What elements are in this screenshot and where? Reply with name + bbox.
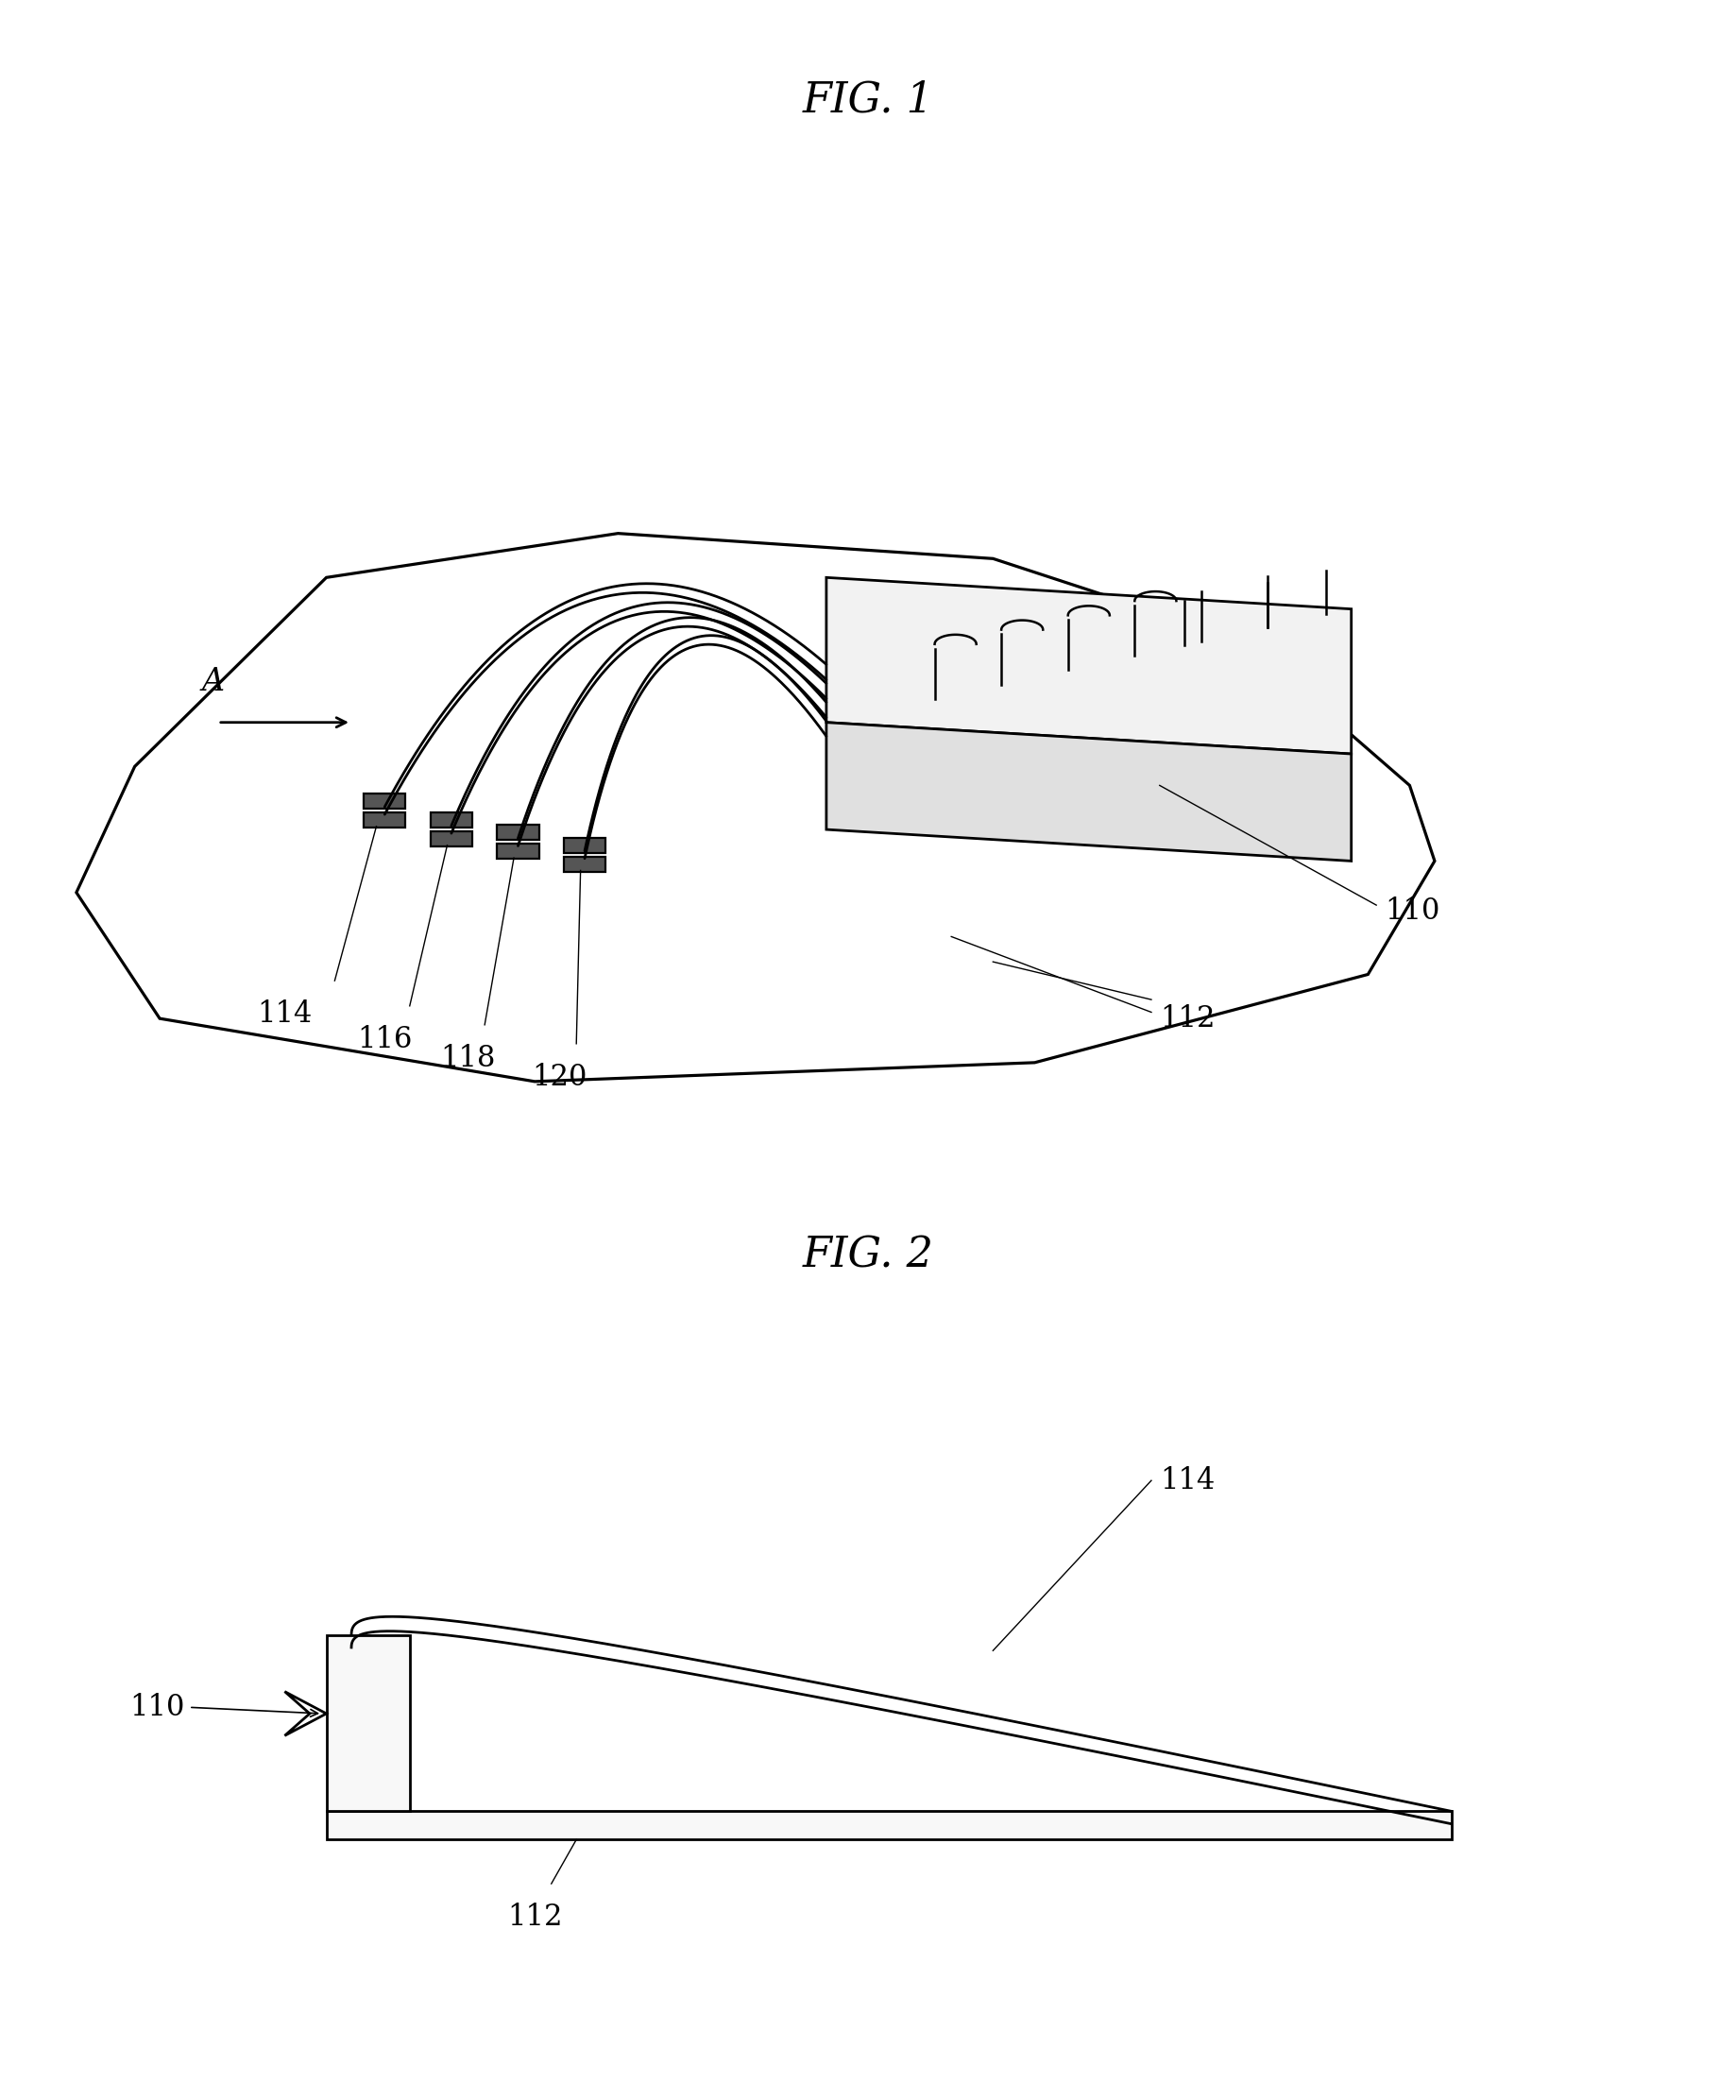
FancyBboxPatch shape (365, 813, 406, 827)
Text: 116: 116 (358, 1025, 411, 1054)
Text: A: A (201, 668, 224, 697)
Text: 114: 114 (257, 1000, 312, 1029)
Polygon shape (826, 578, 1351, 754)
FancyBboxPatch shape (564, 857, 606, 872)
Text: 120: 120 (533, 1063, 587, 1092)
FancyBboxPatch shape (496, 825, 538, 840)
FancyBboxPatch shape (431, 813, 472, 827)
FancyBboxPatch shape (564, 838, 606, 853)
Text: 112: 112 (507, 1903, 562, 1932)
Text: 112: 112 (1160, 1004, 1215, 1033)
Text: 118: 118 (441, 1044, 495, 1073)
Bar (326, 1810, 1451, 1840)
Bar (326, 1634, 410, 1810)
FancyBboxPatch shape (431, 832, 472, 846)
Text: FIG. 2: FIG. 2 (802, 1235, 934, 1275)
Text: 114: 114 (1160, 1466, 1215, 1495)
FancyBboxPatch shape (496, 844, 538, 859)
Text: 110: 110 (130, 1693, 184, 1722)
Text: 110: 110 (1385, 897, 1439, 926)
FancyBboxPatch shape (365, 794, 406, 808)
Polygon shape (826, 722, 1351, 861)
Text: FIG. 1: FIG. 1 (802, 80, 934, 120)
